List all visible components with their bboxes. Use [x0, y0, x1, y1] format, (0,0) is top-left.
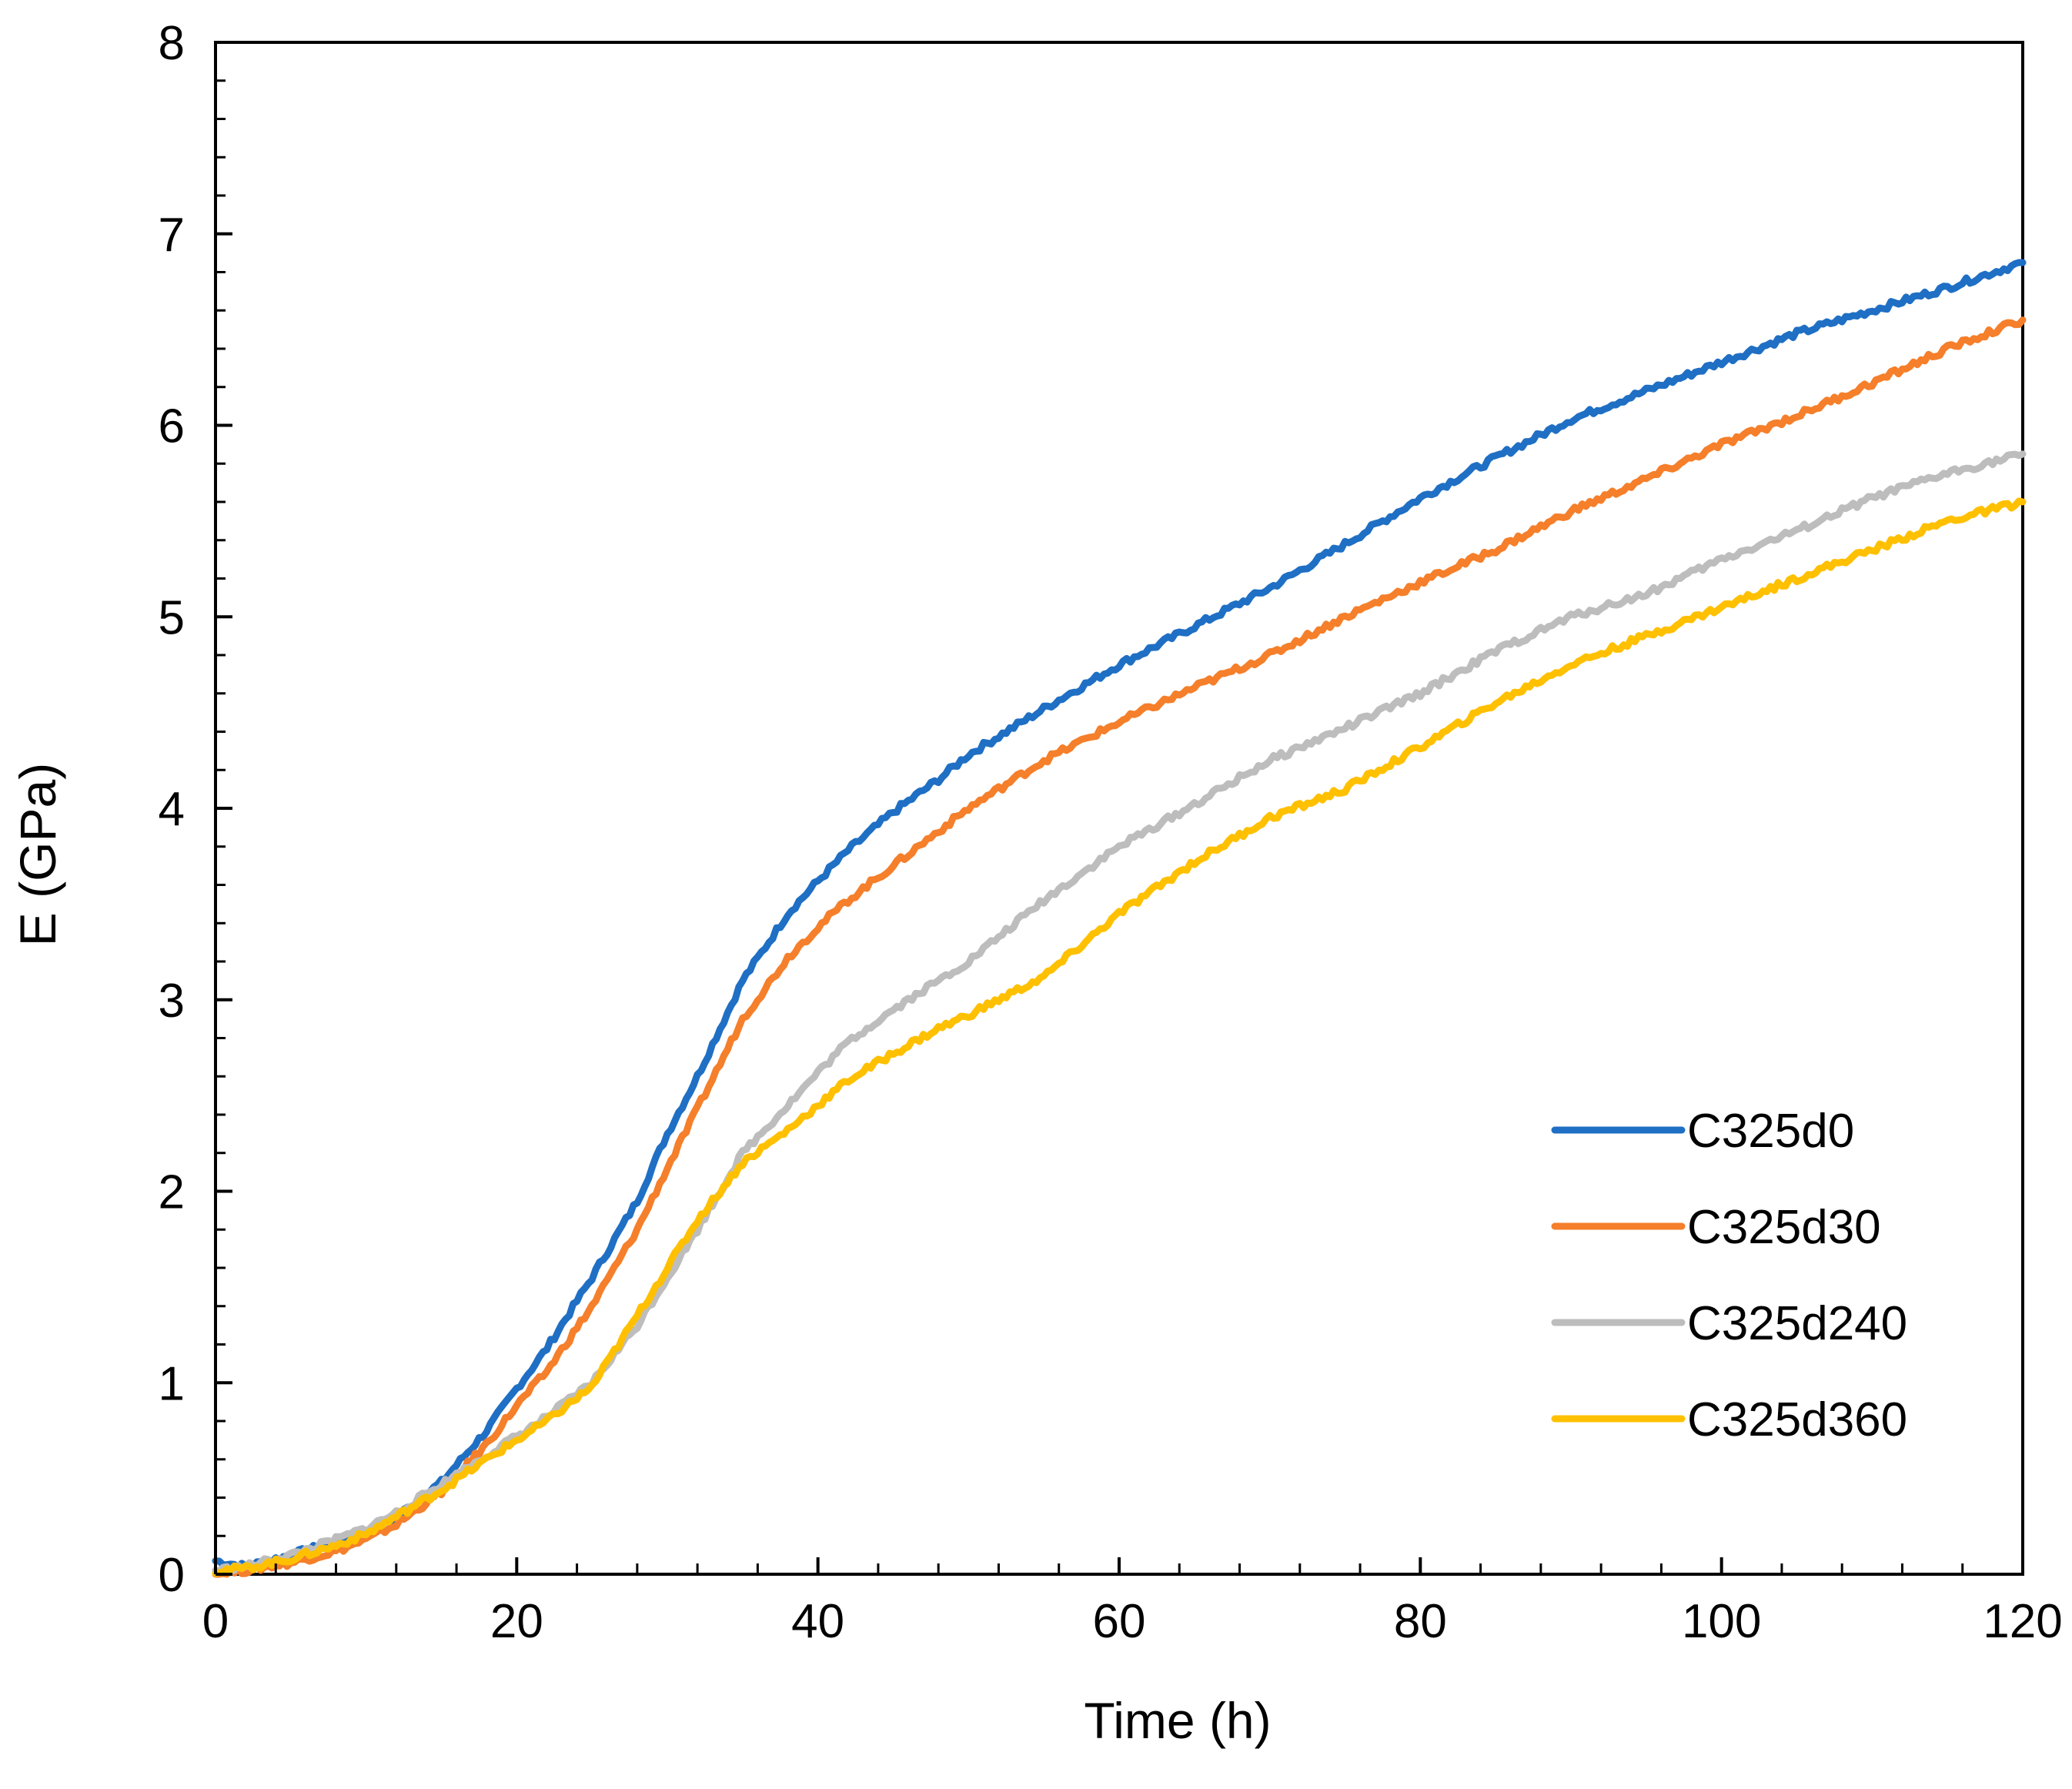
x-tick-label: 20	[490, 1595, 543, 1648]
series-line-c325d360	[212, 497, 2027, 1577]
x-tick-label: 40	[791, 1595, 844, 1648]
legend-label-c325d360: C325d360	[1687, 1393, 1907, 1446]
y-tick-label: 3	[159, 975, 185, 1028]
x-tick-label: 0	[202, 1595, 229, 1648]
legend-label-c325d0: C325d0	[1687, 1105, 1854, 1158]
y-tick-label: 1	[159, 1357, 185, 1410]
y-tick-label: 4	[159, 783, 185, 836]
y-axis-title: E (GPa)	[9, 763, 66, 946]
x-tick-label: 120	[1983, 1595, 2062, 1648]
x-tick-label: 80	[1394, 1595, 1447, 1648]
x-axis-title: Time (h)	[1084, 1692, 1271, 1749]
legend-label-c325d240: C325d240	[1687, 1297, 1907, 1350]
y-tick-label: 0	[159, 1549, 185, 1602]
x-tick-label: 100	[1682, 1595, 1761, 1648]
x-tick-label: 60	[1093, 1595, 1146, 1648]
y-tick-label: 8	[159, 17, 185, 70]
series-line-c325d30	[212, 316, 2027, 1578]
y-tick-label: 7	[159, 209, 185, 262]
legend-label-c325d30: C325d30	[1687, 1201, 1881, 1254]
y-tick-label: 6	[159, 400, 185, 453]
series-line-c325d240	[212, 450, 2027, 1575]
y-tick-label: 5	[159, 591, 185, 644]
y-tick-label: 2	[159, 1166, 185, 1219]
series-line-c325d0	[212, 259, 2027, 1572]
